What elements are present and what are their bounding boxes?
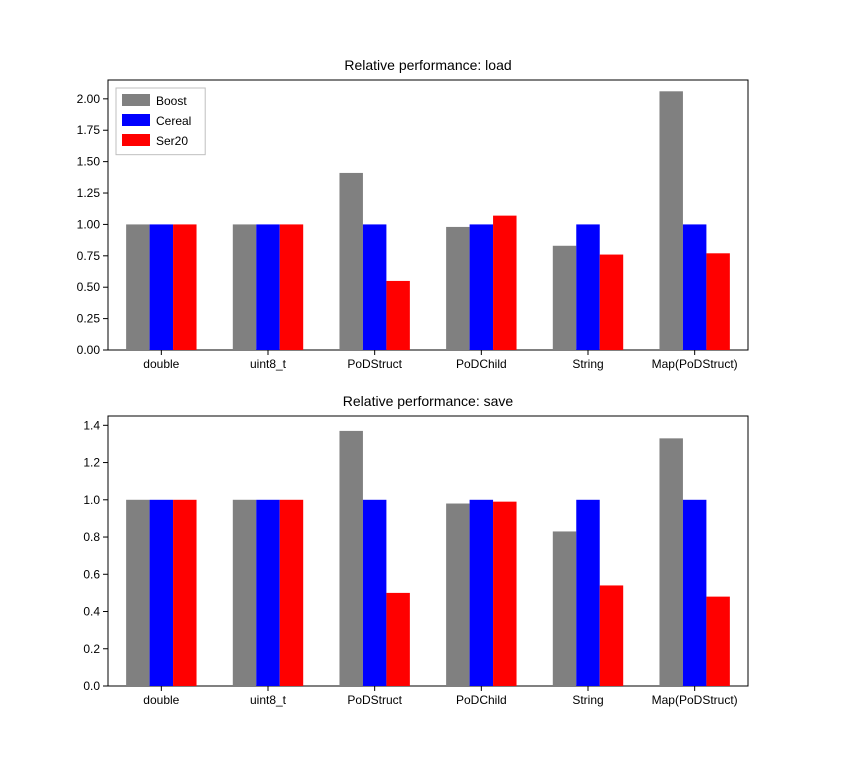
bar-ser20 (280, 500, 303, 686)
ytick-label: 1.2 (83, 456, 100, 470)
legend-label: Boost (156, 94, 187, 108)
xtick-label: Map(PoDStruct) (652, 693, 738, 707)
ytick-label: 1.50 (77, 155, 101, 169)
legend-swatch (122, 114, 150, 126)
xtick-label: PoDStruct (347, 693, 402, 707)
legend-swatch (122, 134, 150, 146)
figure-container: 0.00 0.25 0.50 0.75 1.00 1.25 1.50 1.75 2.00 doub… (0, 0, 849, 780)
legend-label: Cereal (156, 114, 191, 128)
xtick-label: Map(PoDStruct) (652, 357, 738, 371)
bar-cereal (363, 500, 386, 686)
xtick-label: PoDStruct (347, 357, 402, 371)
xtick-label: String (572, 357, 603, 371)
bar-cereal (150, 224, 173, 350)
ytick-label: 0.4 (83, 605, 100, 619)
bar-cereal (683, 224, 706, 350)
ytick-label: 0.8 (83, 530, 100, 544)
bar-ser20 (493, 502, 516, 686)
ytick-label: 0.50 (77, 280, 101, 294)
ytick-label: 1.25 (77, 186, 101, 200)
bar-ser20 (280, 224, 303, 350)
xtick-label: double (143, 693, 179, 707)
xtick-label: String (572, 693, 603, 707)
bar-boost (659, 91, 682, 350)
bar-boost (126, 224, 149, 350)
ytick-label: 0.6 (83, 567, 100, 581)
ytick-label: 1.75 (77, 123, 101, 137)
ytick-label: 0.2 (83, 642, 100, 656)
bar-boost (553, 531, 576, 686)
bar-ser20 (706, 253, 729, 350)
bar-boost (659, 438, 682, 686)
bar-cereal (150, 500, 173, 686)
chart-title: Relative performance: save (343, 393, 514, 409)
ytick-label: 2.00 (77, 92, 101, 106)
bar-ser20 (493, 216, 516, 350)
bar-cereal (470, 500, 493, 686)
xtick-label: PoDChild (456, 357, 507, 371)
ytick-label: 1.4 (83, 418, 100, 432)
bar-cereal (363, 224, 386, 350)
bar-boost (446, 227, 469, 350)
xtick-label: PoDChild (456, 693, 507, 707)
legend: Boost Cereal Ser20 (116, 88, 205, 155)
bar-cereal (683, 500, 706, 686)
bar-ser20 (173, 500, 196, 686)
ytick-label: 1.0 (83, 493, 100, 507)
bar-ser20 (600, 255, 623, 350)
figure-svg: 0.00 0.25 0.50 0.75 1.00 1.25 1.50 1.75 2.00 doub… (0, 0, 849, 780)
ytick-label: 0.75 (77, 249, 101, 263)
bar-ser20 (386, 281, 409, 350)
bar-boost (233, 500, 256, 686)
legend-swatch (122, 94, 150, 106)
bar-cereal (576, 500, 599, 686)
bar-boost (553, 246, 576, 350)
bar-cereal (576, 224, 599, 350)
legend-label: Ser20 (156, 134, 188, 148)
bar-boost (126, 500, 149, 686)
xtick-label: uint8_t (250, 693, 287, 707)
bar-ser20 (600, 585, 623, 686)
ytick-label: 0.0 (83, 679, 100, 693)
ytick-label: 0.25 (77, 312, 101, 326)
xtick-label: double (143, 357, 179, 371)
bar-boost (446, 504, 469, 686)
bar-cereal (256, 224, 279, 350)
bar-cereal (470, 224, 493, 350)
bar-ser20 (386, 593, 409, 686)
ytick-label: 1.00 (77, 217, 101, 231)
bar-ser20 (173, 224, 196, 350)
ytick-label: 0.00 (77, 343, 101, 357)
bar-ser20 (706, 597, 729, 686)
bar-cereal (256, 500, 279, 686)
chart-title: Relative performance: load (344, 57, 511, 73)
bar-boost (339, 173, 362, 350)
xtick-label: uint8_t (250, 357, 287, 371)
bar-boost (233, 224, 256, 350)
bar-boost (339, 431, 362, 686)
